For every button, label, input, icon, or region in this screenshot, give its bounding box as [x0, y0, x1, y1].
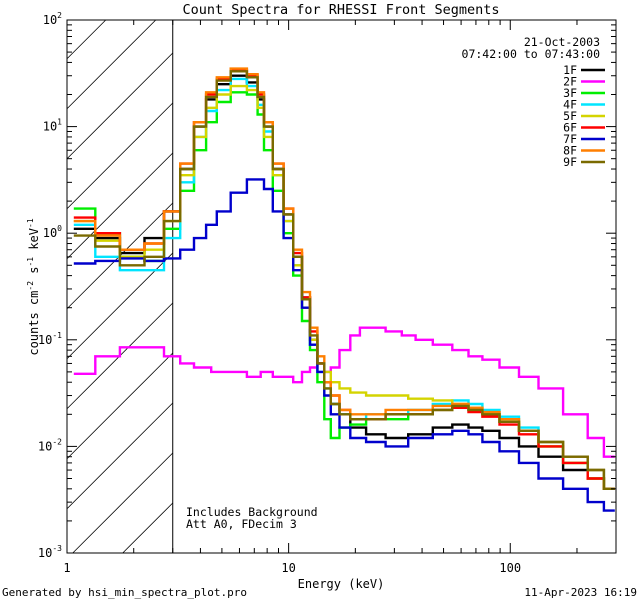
- hatch-line: [66, 402, 174, 510]
- y-tick-label: 10-2: [38, 437, 62, 453]
- x-tick-label: 10: [281, 561, 295, 575]
- y-tick-label: 10-3: [38, 544, 62, 560]
- y-tick-label: 100: [43, 224, 62, 240]
- spectra-series: [73, 67, 615, 512]
- legend-label-6F: 6F: [563, 121, 577, 135]
- hatch-line: [66, 152, 174, 260]
- time-range: 07:42:00 to 07:43:00: [462, 47, 601, 61]
- legend-label-7F: 7F: [563, 132, 577, 146]
- hatch-line: [66, 19, 107, 60]
- x-tick-label: 100: [499, 561, 521, 575]
- y-tick-label: 102: [43, 11, 62, 27]
- chart-title: Count Spectra for RHESSI Front Segments: [183, 2, 500, 18]
- series-2F: [73, 326, 615, 458]
- hatch-line: [66, 102, 174, 210]
- observation-date: 21-Oct-2003: [524, 35, 600, 49]
- timestamp: 11-Apr-2023 16:19: [524, 586, 637, 599]
- legend-label-3F: 3F: [563, 86, 577, 100]
- x-tick-label: 1: [63, 561, 70, 575]
- hatch-line: [66, 352, 174, 460]
- series-8F: [73, 67, 615, 490]
- series-9F: [73, 70, 615, 490]
- legend-label-1F: 1F: [563, 63, 577, 77]
- plot-frame: [66, 19, 617, 554]
- background-note: Includes Background: [186, 505, 318, 519]
- y-tick-label: 10-1: [38, 331, 62, 347]
- series-7F: [73, 178, 615, 512]
- y-axis-label: counts cm-2 s-1 keV-1: [26, 218, 41, 355]
- x-axis-label: Energy (keV): [298, 577, 385, 591]
- attenuator-note: Att A0, FDecim 3: [186, 517, 297, 531]
- axis-ticks: 1 10 100 10-3 10-2 10-1 100 101 102: [38, 11, 617, 575]
- series-3F: [73, 91, 615, 490]
- legend-label-9F: 9F: [563, 155, 577, 169]
- generated-by-note: Generated by hsi_min_spectra_plot.pro: [2, 586, 247, 599]
- background-region-hatching: [66, 19, 174, 554]
- legend-label-8F: 8F: [563, 144, 577, 158]
- hatch-line: [66, 19, 157, 110]
- hatch-line: [72, 452, 174, 554]
- legend-label-5F: 5F: [563, 109, 577, 123]
- y-tick-label: 101: [43, 118, 62, 134]
- series-6F: [73, 68, 615, 490]
- legend-label-4F: 4F: [563, 98, 577, 112]
- legend-label-2F: 2F: [563, 75, 577, 89]
- hatch-line: [66, 52, 174, 160]
- hatch-line: [122, 502, 174, 554]
